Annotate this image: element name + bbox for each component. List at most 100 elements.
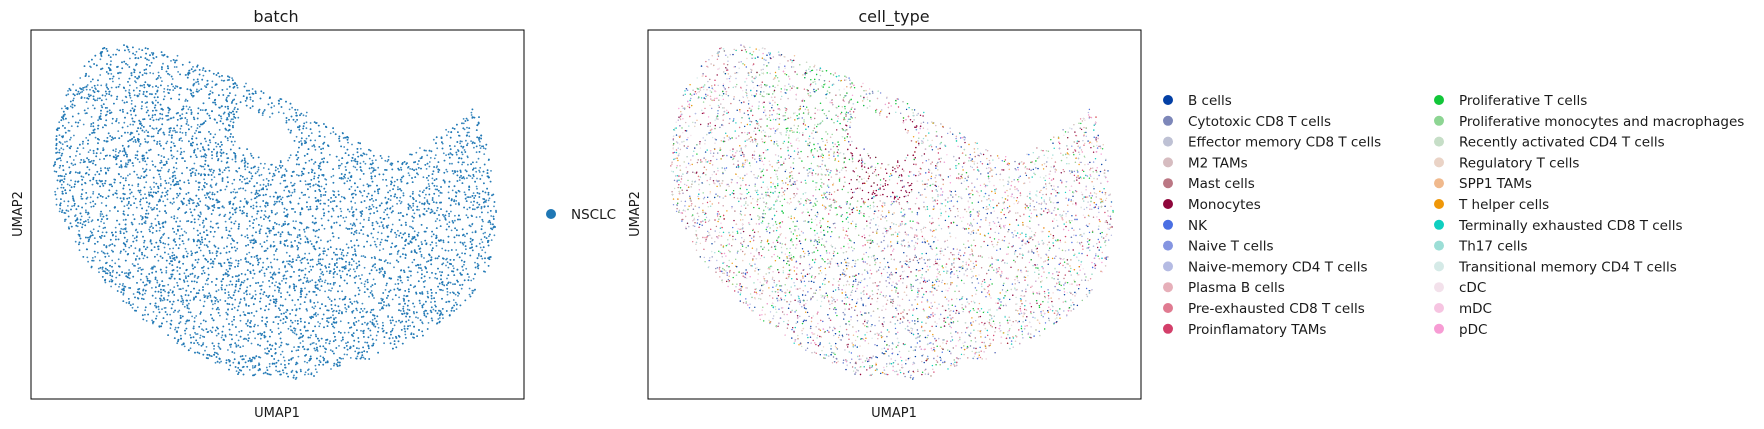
scatter-point	[184, 332, 187, 335]
scatter-point	[463, 241, 466, 244]
scatter-point	[84, 112, 87, 115]
scatter-point	[316, 283, 319, 286]
scatter-point	[466, 126, 468, 129]
scatter-point	[482, 147, 485, 150]
scatter-point	[354, 270, 356, 273]
scatter-point	[281, 280, 283, 282]
scatter-point	[167, 253, 170, 256]
scatter-point	[199, 337, 202, 339]
scatter-point	[375, 220, 378, 223]
scatter-point	[412, 190, 414, 193]
scatter-point	[249, 98, 252, 101]
scatter-point	[220, 117, 223, 120]
scatter-point	[347, 141, 349, 144]
scatter-point	[196, 147, 199, 150]
scatter-point	[242, 345, 245, 347]
scatter-point	[416, 163, 419, 166]
scatter-point	[281, 225, 283, 228]
scatter-point	[54, 190, 56, 193]
scatter-point	[471, 223, 474, 226]
scatter-point	[129, 84, 131, 87]
scatter-point	[433, 157, 436, 160]
scatter-point	[103, 252, 106, 255]
scatter-point	[397, 278, 399, 281]
scatter-point	[411, 261, 414, 264]
scatter-point	[152, 72, 155, 75]
scatter-point	[97, 97, 99, 100]
scatter-point	[89, 88, 91, 91]
scatter-point	[189, 208, 192, 211]
scatter-point	[453, 145, 456, 148]
scatter-point	[319, 199, 322, 202]
scatter-point	[350, 185, 353, 188]
scatter-point	[389, 163, 392, 166]
scatter-point	[67, 210, 70, 213]
scatter-point	[150, 267, 153, 270]
scatter-point	[329, 340, 331, 343]
scatter-point	[471, 177, 474, 180]
scatter-point	[475, 185, 478, 188]
scatter-point	[78, 230, 80, 232]
scatter-point	[287, 128, 290, 131]
scatter-point	[325, 342, 327, 344]
scatter-point	[288, 191, 291, 194]
scatter-point	[427, 202, 429, 205]
scatter-point	[389, 199, 392, 202]
scatter-point	[127, 174, 129, 177]
scatter-point	[64, 105, 66, 108]
scatter-point	[60, 186, 63, 189]
scatter-point	[169, 247, 171, 250]
scatter-point	[296, 109, 299, 111]
scatter-point	[207, 283, 209, 286]
scatter-point	[490, 170, 492, 172]
scatter-point	[244, 197, 246, 200]
scatter-point	[474, 167, 477, 170]
scatter-point	[455, 308, 458, 310]
scatter-point	[339, 320, 342, 323]
scatter-point	[145, 181, 148, 184]
scatter-point	[144, 220, 147, 223]
scatter-point	[125, 177, 127, 180]
scatter-point	[277, 370, 279, 373]
scatter-point	[229, 120, 232, 123]
scatter-point	[484, 251, 487, 254]
scatter-point	[195, 180, 197, 183]
scatter-point	[412, 205, 415, 207]
scatter-point	[124, 245, 127, 248]
scatter-point	[408, 174, 411, 177]
scatter-point	[177, 71, 180, 73]
scatter-point	[337, 190, 340, 193]
scatter-point	[218, 214, 221, 217]
scatter-point	[132, 213, 135, 216]
scatter-point	[211, 157, 214, 160]
scatter-point	[160, 155, 163, 157]
scatter-point	[262, 261, 265, 264]
scatter-point	[262, 167, 265, 169]
scatter-point	[132, 123, 135, 126]
scatter-point	[419, 263, 422, 266]
scatter-point	[210, 168, 213, 171]
scatter-point	[434, 154, 437, 157]
scatter-point	[142, 159, 144, 162]
scatter-point	[137, 133, 140, 136]
scatter-point	[481, 225, 483, 228]
scatter-point	[363, 218, 365, 221]
scatter-point	[347, 331, 350, 334]
scatter-point	[193, 317, 196, 319]
scatter-point	[160, 161, 163, 164]
scatter-point	[251, 365, 254, 367]
scatter-point	[148, 228, 151, 231]
scatter-point	[398, 296, 400, 299]
scatter-point	[493, 234, 496, 237]
scatter-point	[395, 233, 398, 236]
scatter-point	[248, 251, 251, 254]
scatter-point	[83, 97, 86, 99]
scatter-point	[363, 285, 366, 288]
scatter-point	[165, 320, 168, 323]
scatter-point	[349, 357, 352, 359]
scatter-point	[179, 147, 182, 150]
scatter-point	[202, 329, 205, 332]
scatter-point	[417, 231, 420, 234]
scatter-point	[293, 374, 295, 377]
scatter-point	[249, 225, 251, 227]
